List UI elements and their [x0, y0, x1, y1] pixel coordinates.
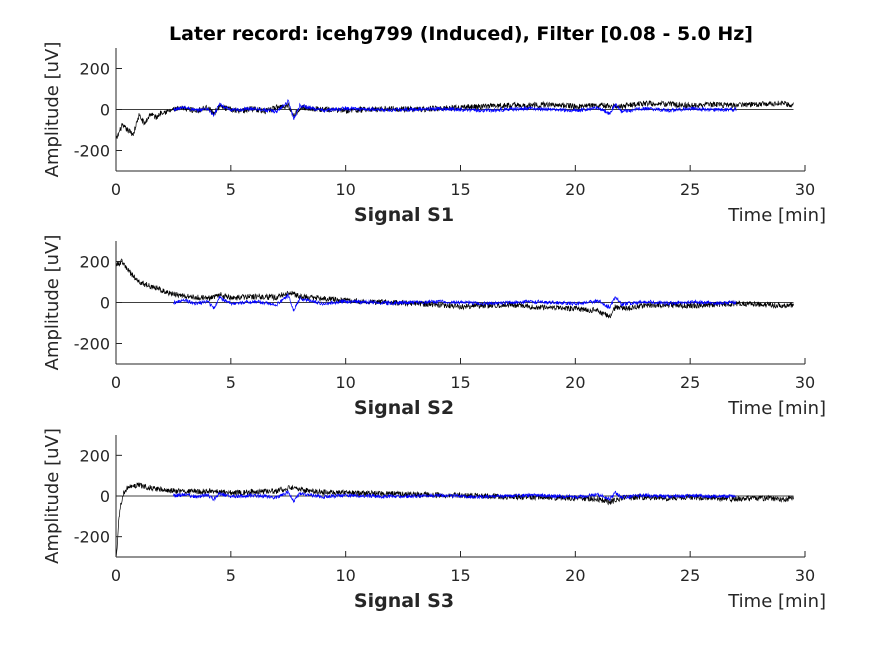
x-axis-label: Time [min]: [727, 398, 826, 419]
x-tick-label: 25: [680, 373, 700, 392]
x-tick-label: 30: [795, 180, 815, 199]
x-tick-label: 20: [565, 373, 585, 392]
figure-title: Later record: icehg799 (Induced), Filter…: [169, 23, 753, 45]
x-tick-label: 5: [226, 373, 236, 392]
x-tick-label: 30: [795, 566, 815, 585]
x-tick-label: 10: [335, 566, 355, 585]
series-line-2: [173, 490, 737, 504]
x-tick-label: 15: [450, 566, 470, 585]
x-tick-label: 25: [680, 566, 700, 585]
series-line-1: [115, 482, 794, 558]
x-tick-label: 15: [450, 180, 470, 199]
x-tick-label: 5: [226, 180, 236, 199]
x-tick-label: 10: [335, 180, 355, 199]
x-tick-label: 5: [226, 566, 236, 585]
y-tick-label: -200: [74, 142, 110, 161]
y-tick-label: 200: [79, 446, 110, 465]
signal-name: Signal S1: [354, 204, 454, 226]
x-tick-label: 25: [680, 180, 700, 199]
y-tick-label: 200: [79, 60, 110, 79]
x-tick-label: 30: [795, 373, 815, 392]
x-tick-label: 10: [335, 373, 355, 392]
y-tick-label: 0: [100, 101, 110, 120]
series-line-1: [115, 100, 794, 140]
x-tick-label: 15: [450, 373, 470, 392]
series-line-1: [115, 258, 794, 319]
signal-name: Signal S2: [354, 397, 454, 419]
x-axis-label: Time [min]: [727, 591, 826, 612]
series-line-2: [173, 292, 737, 312]
y-axis-label: Amplitude [uV]: [42, 42, 63, 178]
y-tick-label: 0: [100, 294, 110, 313]
y-axis-label: Amplitude [uV]: [42, 428, 63, 564]
x-tick-label: 0: [111, 373, 121, 392]
y-tick-label: 0: [100, 487, 110, 506]
series-line-2: [173, 99, 737, 120]
x-axis-label: Time [min]: [727, 205, 826, 226]
y-tick-label: -200: [74, 528, 110, 547]
signal-name: Signal S3: [354, 590, 454, 612]
x-tick-label: 20: [565, 180, 585, 199]
x-tick-label: 0: [111, 180, 121, 199]
y-tick-label: 200: [79, 253, 110, 272]
y-tick-label: -200: [74, 335, 110, 354]
x-tick-label: 0: [111, 566, 121, 585]
x-tick-label: 20: [565, 566, 585, 585]
y-axis-label: Amplitude [uV]: [42, 235, 63, 371]
